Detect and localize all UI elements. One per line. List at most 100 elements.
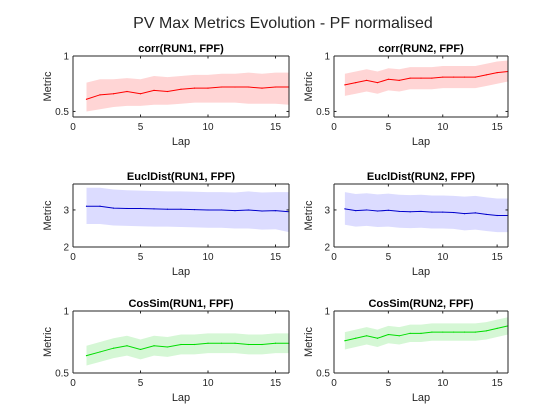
data-point [194,209,195,210]
x-tick-label: 15 [492,122,504,133]
data-point [355,210,356,211]
subplot-title: corr(RUN1, FPF) [138,43,224,55]
subplot-title: corr(RUN2, FPF) [378,43,464,55]
y-tick-label: 3 [324,205,330,216]
subplot-title: EuclDist(RUN1, FPF) [127,171,236,183]
x-tick-label: 5 [386,378,392,389]
x-tick-label: 10 [437,252,449,263]
data-point [167,346,168,347]
x-tick-label: 15 [492,378,504,389]
data-point [355,82,356,83]
x-tick-label: 10 [437,378,449,389]
x-axis-label: Lap [172,266,190,278]
data-point [475,331,476,332]
data-point [86,99,87,100]
data-point [344,340,345,341]
subplot-3: 0 5 10 1523EuclDist(RUN1, FPF)LapMetric [42,171,290,278]
data-point [140,349,141,350]
y-tick-label: 0.5 [55,369,69,380]
data-point [399,335,400,336]
data-point [475,212,476,213]
data-point [377,82,378,83]
data-point [261,210,262,211]
data-point [221,343,222,344]
data-point [388,79,389,80]
data-point [453,331,454,332]
data-point [113,348,114,349]
data-point [140,93,141,94]
y-tick-label: 0.5 [316,369,330,380]
data-point [420,78,421,79]
y-axis-label: Metric [303,71,315,101]
x-tick-label: 5 [138,252,144,263]
x-axis-label: Lap [412,136,430,148]
y-tick-label: 1 [324,52,330,63]
data-point [275,343,276,344]
data-point [180,209,181,210]
data-point [377,338,378,339]
y-tick-label: 0.5 [55,107,69,118]
data-point [431,331,432,332]
subplot-title: CosSim(RUN2, FPF) [368,298,473,310]
data-point [207,88,208,89]
subplot-1: 0 5 10 15 0.5 1 corr(RUN1, FPF) Lap Metric [42,43,290,148]
x-tick-label: 0 [70,122,76,133]
x-tick-label: 15 [492,252,504,263]
data-point [377,210,378,211]
y-tick-label: 2 [63,243,69,254]
data-point [497,72,498,73]
data-point [113,207,114,208]
data-point [153,90,154,91]
x-tick-label: 0 [70,252,76,263]
data-point [167,209,168,210]
data-point [355,338,356,339]
data-point [486,74,487,75]
x-tick-label: 15 [270,378,282,389]
y-axis-label: Metric [42,327,54,357]
y-tick-label: 1 [324,307,330,318]
data-point [153,208,154,209]
data-point [464,331,465,332]
data-point [180,89,181,90]
figure-title: PV Max Metrics Evolution - PF normalised [133,15,433,32]
data-point [86,206,87,207]
data-point [410,211,411,212]
data-point [420,211,421,212]
data-point [442,331,443,332]
data-point [486,330,487,331]
data-point [453,212,454,213]
x-tick-label: 0 [331,122,337,133]
data-point [194,344,195,345]
data-point [221,86,222,87]
x-tick-label: 10 [202,378,214,389]
x-tick-label: 5 [138,378,144,389]
data-point [344,208,345,209]
x-axis-label: Lap [412,392,430,404]
data-point [344,84,345,85]
y-axis-label: Metric [303,200,315,230]
data-point [221,209,222,210]
subplot-title: EuclDist(RUN2, FPF) [367,171,476,183]
data-point [464,76,465,77]
data-point [126,91,127,92]
data-point [366,209,367,210]
y-tick-label: 1 [63,52,69,63]
y-tick-label: 0.5 [316,107,330,118]
data-point [388,334,389,335]
data-point [180,344,181,345]
x-tick-label: 15 [270,122,282,133]
subplot-4: 0 5 10 15 2 3 EuclDist(RUN2, FPF) Lap Metric [303,171,509,278]
data-point [410,333,411,334]
data-point [420,333,421,334]
subplot-5: 0 5 10 150.51CosSim(RUN1, FPF)LapMetric [42,298,290,404]
confidence-band [87,188,290,232]
data-point [486,214,487,215]
data-point [475,76,476,77]
data-point [126,345,127,346]
data-point [261,344,262,345]
data-point [113,93,114,94]
data-point [234,210,235,211]
y-tick-label: 3 [63,205,69,216]
